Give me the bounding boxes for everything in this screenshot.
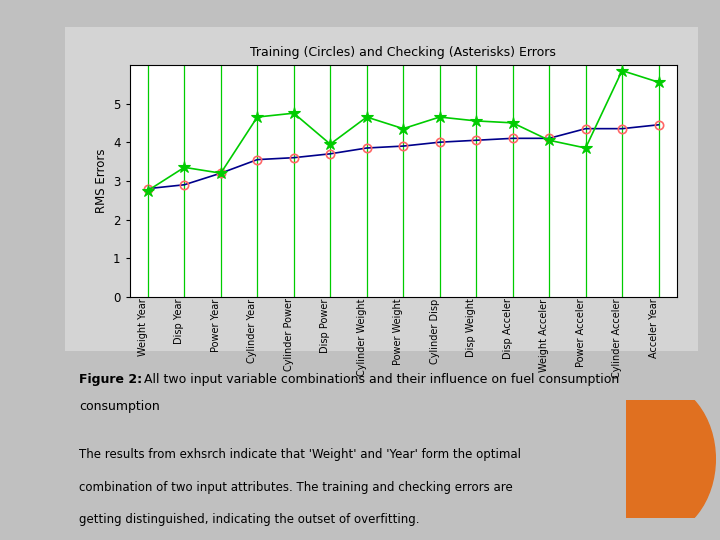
Text: The results from exhsrch indicate that 'Weight' and 'Year' form the optimal: The results from exhsrch indicate that '… (79, 448, 521, 461)
Text: getting distinguished, indicating the outset of overfitting.: getting distinguished, indicating the ou… (79, 513, 420, 526)
Text: combination of two input attributes. The training and checking errors are: combination of two input attributes. The… (79, 481, 513, 494)
Y-axis label: RMS Errors: RMS Errors (94, 148, 107, 213)
Text: All two input variable combinations and their influence on fuel consumption: All two input variable combinations and … (140, 373, 620, 386)
Text: consumption: consumption (79, 400, 160, 413)
Circle shape (593, 382, 716, 536)
Text: Figure 2:: Figure 2: (79, 373, 143, 386)
Title: Training (Circles) and Checking (Asterisks) Errors: Training (Circles) and Checking (Asteris… (251, 46, 556, 59)
